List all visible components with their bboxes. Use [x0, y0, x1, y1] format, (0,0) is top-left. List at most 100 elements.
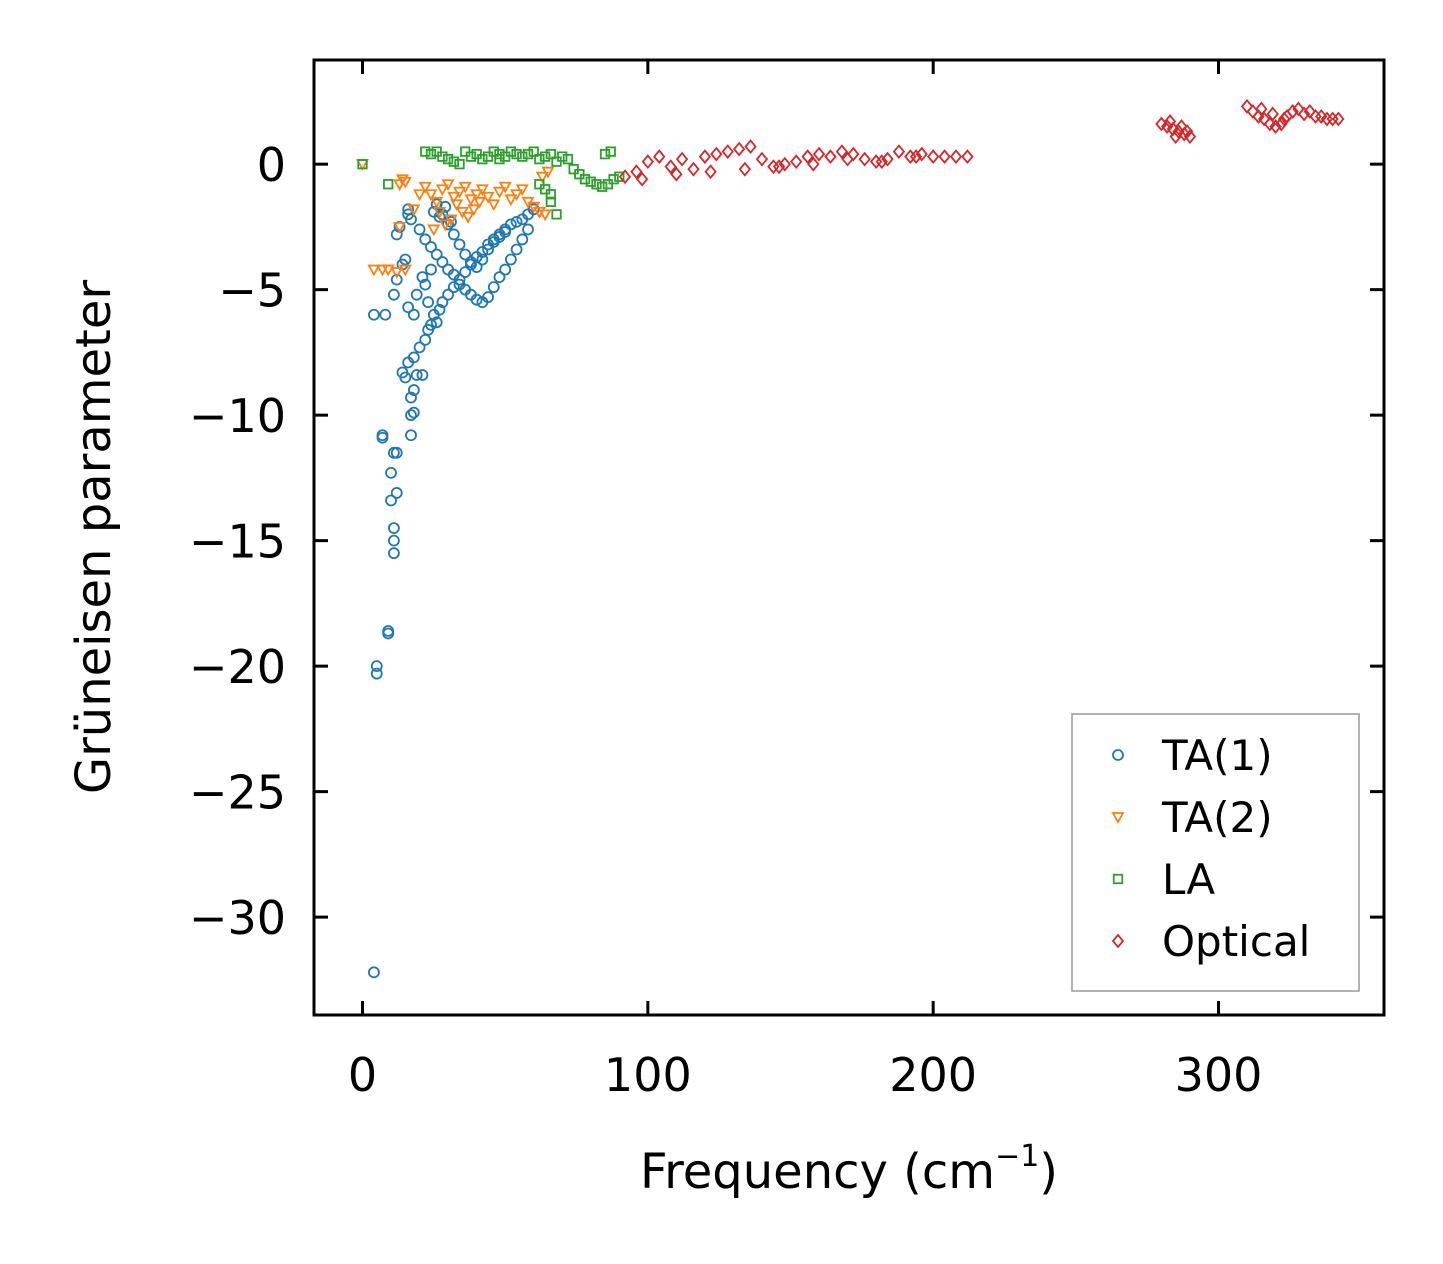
data-point [522, 148, 534, 160]
data-point [630, 164, 643, 180]
data-point [892, 144, 906, 160]
data-point [382, 625, 395, 637]
data-point [393, 222, 407, 234]
data-point [949, 149, 963, 165]
data-point [499, 263, 512, 276]
data-point [1292, 101, 1305, 117]
legend-label: Optical [1162, 917, 1310, 966]
data-point [444, 214, 458, 227]
data-point [477, 153, 488, 165]
data-point [390, 267, 404, 279]
data-point [398, 176, 412, 189]
data-point [499, 226, 512, 238]
data-point [419, 233, 432, 246]
data-point [370, 667, 383, 680]
data-point [1269, 119, 1282, 134]
data-point [1169, 129, 1182, 144]
data-point [367, 264, 381, 277]
data-point [618, 169, 632, 185]
data-point [538, 209, 552, 222]
data-point [407, 351, 420, 364]
data-point [407, 384, 420, 396]
data-point [458, 181, 472, 194]
data-point [447, 191, 461, 204]
data-point [528, 146, 539, 157]
data-point [472, 196, 487, 209]
data-point [534, 179, 545, 190]
data-point [425, 263, 437, 276]
data-point [562, 153, 574, 165]
data-point [420, 146, 431, 157]
series-ta-1 [368, 198, 540, 979]
data-point [436, 256, 449, 268]
y-tick-label: 0 [257, 138, 286, 192]
legend-marker [1112, 873, 1124, 885]
data-point [438, 219, 452, 232]
data-point [511, 148, 522, 160]
data-point [439, 200, 452, 213]
data-point [1175, 119, 1188, 134]
data-point [494, 153, 505, 165]
data-point [710, 146, 723, 162]
data-point [465, 151, 477, 162]
data-point [357, 159, 368, 170]
data-point [433, 206, 447, 219]
data-point [527, 203, 540, 216]
data-point [1255, 101, 1268, 117]
data-point [399, 253, 412, 266]
data-point [510, 243, 523, 256]
y-axis-title: Grüneisen parameter [66, 280, 122, 795]
data-point [504, 253, 517, 266]
data-point [1286, 104, 1299, 119]
data-point [517, 151, 528, 162]
data-point [1163, 114, 1177, 129]
data-point [379, 308, 392, 321]
data-point [1183, 129, 1197, 144]
data-point [498, 181, 512, 194]
data-point [772, 159, 786, 175]
data-point [744, 139, 757, 154]
data-point [504, 218, 517, 231]
data-point [448, 156, 459, 167]
data-point [413, 189, 427, 202]
data-point [387, 522, 400, 534]
legend: TA(1) TA(2) LA Optical [1071, 713, 1360, 992]
data-point [1275, 116, 1288, 132]
legend-label: TA(2) [1161, 793, 1273, 842]
data-point [435, 184, 449, 197]
data-point [835, 144, 849, 160]
data-point [396, 366, 409, 379]
data-point [393, 179, 407, 192]
data-point [801, 149, 814, 165]
legend-entry: LA [1112, 855, 1215, 904]
data-point [807, 156, 820, 172]
data-point [430, 248, 443, 261]
data-point [447, 228, 460, 241]
data-point [1266, 106, 1279, 122]
data-point [510, 215, 523, 228]
data-point [447, 281, 460, 294]
data-point [664, 159, 677, 175]
data-point [698, 149, 712, 165]
data-point [419, 278, 432, 291]
data-point [381, 264, 395, 277]
data-point [597, 181, 608, 192]
data-point [402, 203, 415, 216]
x-tick-label: 200 [889, 1048, 977, 1102]
data-point [738, 161, 752, 177]
data-point [368, 308, 380, 321]
data-point [387, 547, 400, 560]
data-point [961, 149, 974, 165]
x-tick-label: 300 [1175, 1048, 1263, 1102]
data-point [413, 223, 426, 236]
data-point [370, 660, 383, 673]
data-point [482, 243, 494, 256]
data-point [390, 228, 403, 241]
data-point [433, 303, 446, 316]
data-point [459, 248, 472, 261]
data-point [732, 141, 746, 157]
data-point [430, 196, 444, 209]
data-point [1332, 111, 1345, 127]
